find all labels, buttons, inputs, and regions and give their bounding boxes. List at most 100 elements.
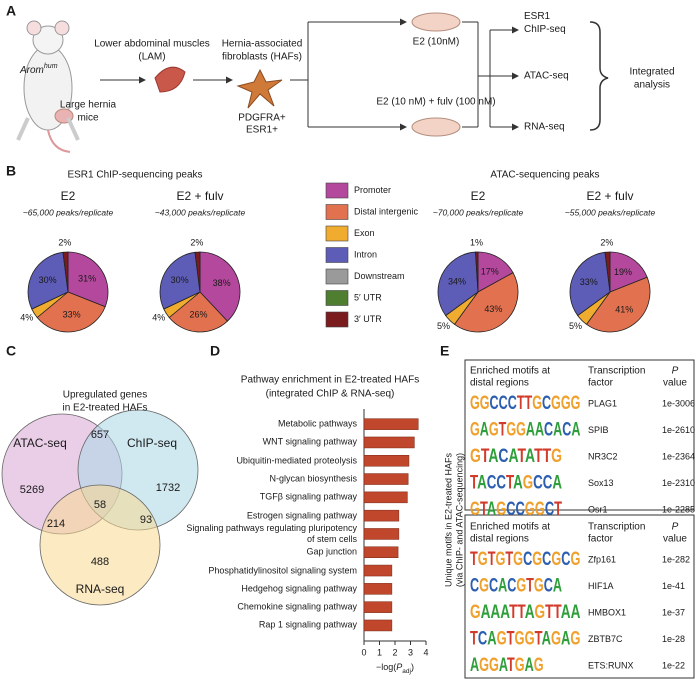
bar bbox=[363, 601, 393, 613]
venn-count: 488 bbox=[91, 556, 109, 568]
transcription-factor: SPIB bbox=[588, 425, 609, 435]
pie-subtitle: ~55,000 peaks/replicate bbox=[565, 207, 656, 217]
p-value: 1e-282 bbox=[662, 554, 690, 564]
chart-title: Pathway enrichment in E2-treated HAFs bbox=[241, 375, 419, 386]
transcription-factor: Sox13 bbox=[588, 478, 614, 488]
pie-title: E2 + fulv bbox=[586, 189, 633, 203]
venn-count: 93 bbox=[140, 514, 152, 526]
transcription-factor: Osr1 bbox=[588, 504, 608, 514]
treatment-label: E2 (10nM) bbox=[413, 37, 460, 48]
pie-value-label: 4% bbox=[152, 313, 165, 323]
integration-label: Integrated bbox=[629, 67, 674, 78]
pie-slice bbox=[36, 291, 106, 333]
pie-slice bbox=[569, 251, 611, 317]
cell-label: fibroblasts (HAFs) bbox=[222, 52, 302, 63]
bar-category-label: Signaling pathways regulating pluripoten… bbox=[186, 522, 357, 544]
marker-label: PDGFRA+ bbox=[238, 113, 286, 124]
motif-logo: AGGATGAG bbox=[470, 655, 544, 676]
venn-title: Upregulated genes bbox=[63, 390, 148, 401]
pie-title: E2 bbox=[61, 189, 76, 203]
p-value: 1e-2285 bbox=[662, 504, 695, 514]
pie-subtitle: ~43,000 peaks/replicate bbox=[155, 207, 246, 217]
pie-value-label: 2% bbox=[190, 238, 203, 248]
pie-value-label: 33% bbox=[63, 309, 81, 319]
pie-slice bbox=[585, 276, 651, 333]
transcription-factor: HMBOX1 bbox=[588, 607, 626, 617]
transcription-factor: ETS:RUNX bbox=[588, 660, 634, 670]
pie-subtitle: ~65,000 peaks/replicate bbox=[23, 207, 114, 217]
pie-value-label: 33% bbox=[580, 277, 598, 287]
muscle-label: (LAM) bbox=[138, 52, 165, 63]
p-value: 1e-41 bbox=[662, 581, 685, 591]
bar bbox=[363, 528, 400, 540]
transcription-factor: HIF1A bbox=[588, 581, 614, 591]
x-tick-label: 3 bbox=[408, 647, 413, 657]
bar-category-label: Rap 1 signaling pathway bbox=[258, 619, 357, 630]
legend-swatch bbox=[325, 268, 349, 285]
bar-category-label: Ubiquitin-mediated proteolysis bbox=[236, 455, 357, 466]
pie-value-label: 31% bbox=[78, 273, 96, 283]
pie-value-label: 4% bbox=[20, 313, 33, 323]
x-tick-label: 1 bbox=[377, 647, 382, 657]
x-label-part: adj bbox=[402, 668, 411, 675]
bar bbox=[363, 583, 393, 595]
bar bbox=[363, 436, 415, 449]
section-title: ESR1 ChIP-sequencing peaks bbox=[67, 170, 202, 181]
legend-label: Promoter bbox=[354, 185, 391, 195]
motif-logo: GAAATTAGTTAA bbox=[470, 602, 581, 623]
motif-logo: GGCCCTTGCGGG bbox=[470, 393, 580, 414]
p-value: 1e-22 bbox=[662, 660, 685, 670]
side-label: Unique motifs in E2-treated HAFs bbox=[443, 452, 453, 587]
legend-label: 5′ UTR bbox=[354, 292, 382, 302]
legend-label: Exon bbox=[354, 228, 375, 238]
assay-label: ChIP-seq bbox=[524, 24, 566, 35]
integration-label: analysis bbox=[634, 80, 670, 91]
motif-logo: CGCACGTGCA bbox=[470, 576, 562, 597]
bar-category-label: N-glycan biosynthesis bbox=[269, 473, 357, 484]
p-value: 1e-2610 bbox=[662, 425, 695, 435]
table-header: distal regions bbox=[470, 534, 529, 545]
legend-label: Downstream bbox=[354, 271, 405, 281]
motif-logo: TACCTAGCCA bbox=[470, 473, 562, 494]
assay-label: ESR1 bbox=[524, 11, 551, 22]
pie-value-label: 41% bbox=[615, 305, 633, 315]
motif-logo: GTAGCCGGCT bbox=[470, 499, 562, 520]
bar bbox=[363, 491, 408, 504]
bar bbox=[363, 564, 393, 577]
table-header: Transcription bbox=[588, 366, 645, 377]
legend-swatch bbox=[325, 204, 349, 220]
pie-slice bbox=[67, 251, 109, 308]
bar-category-label: Gap junction bbox=[306, 546, 357, 557]
workflow-arrows bbox=[100, 18, 609, 131]
cell-label: Hernia-associated bbox=[222, 39, 303, 50]
pie-value-label: 5% bbox=[569, 321, 582, 331]
bar bbox=[363, 473, 409, 485]
motif-logo: GTACATATTG bbox=[470, 446, 562, 467]
table-header: P bbox=[672, 522, 679, 533]
motif-table-frame bbox=[464, 359, 695, 511]
panel-letter: E bbox=[440, 343, 449, 359]
side-label: (via ChIP- and ATAC-sequencing) bbox=[454, 453, 464, 587]
p-value: 1e-2310 bbox=[662, 478, 695, 488]
bar-category-label: Estrogen signaling pathway bbox=[246, 510, 357, 521]
venn-count: 5269 bbox=[20, 484, 44, 496]
pie-value-label: 17% bbox=[481, 266, 499, 276]
bar bbox=[363, 619, 393, 632]
pie-title: E2 + fulv bbox=[176, 189, 223, 203]
table-header: value bbox=[663, 378, 687, 389]
pie-value-label: 30% bbox=[171, 275, 189, 285]
table-header: factor bbox=[588, 534, 614, 545]
venn-set-label: ChIP-seq bbox=[127, 436, 177, 450]
venn-count: 214 bbox=[47, 518, 65, 530]
table-header: Transcription bbox=[588, 522, 645, 533]
p-value: 1e-3006 bbox=[662, 398, 695, 408]
pie-slice bbox=[62, 251, 69, 293]
table-header: Enriched motifs at bbox=[470, 522, 550, 533]
x-axis-label: −log(Padj) bbox=[376, 662, 414, 674]
cell-illustration bbox=[236, 68, 283, 109]
pie-slice bbox=[453, 272, 519, 333]
bar-category-label: Hedgehog signaling pathway bbox=[241, 583, 357, 594]
panel-letter: D bbox=[210, 343, 220, 359]
motif-logo: TGTGTGCGCGCG bbox=[470, 549, 580, 570]
